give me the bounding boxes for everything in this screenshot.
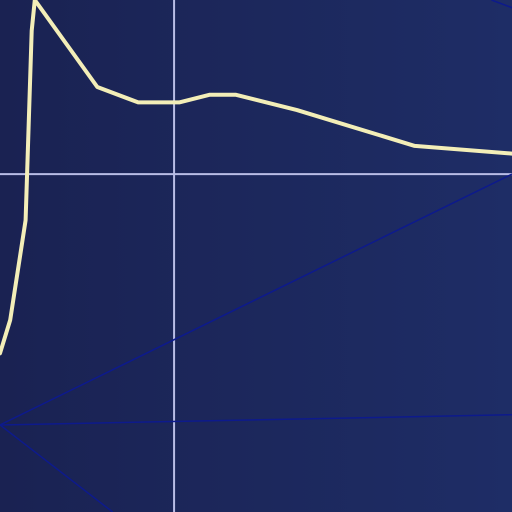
series-line-curve: [0, 0, 512, 356]
series-lines: [0, 0, 512, 356]
guide-flat: [0, 413, 512, 426]
guide-falling: [0, 424, 114, 512]
guide-corner: [491, 0, 512, 9]
guide-rising: [0, 173, 512, 426]
